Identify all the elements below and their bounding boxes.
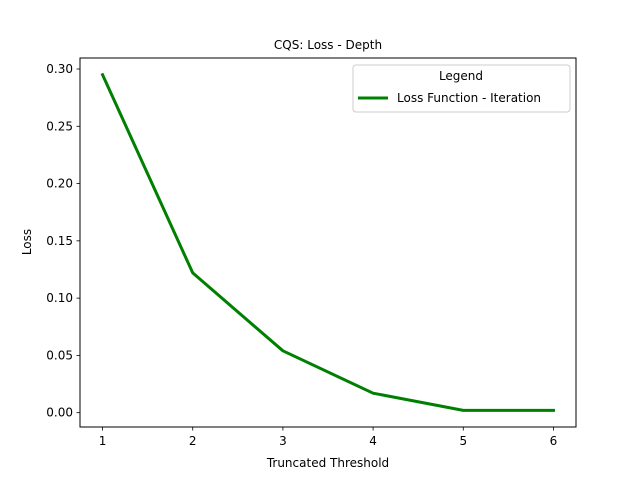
legend: Legend Loss Function - Iteration — [352, 64, 571, 113]
series-line-0 — [100, 72, 555, 412]
x-tick-label: 5 — [459, 434, 467, 448]
y-tick-label: 0.25 — [46, 119, 73, 133]
x-tick-label: 3 — [279, 434, 287, 448]
y-tick-label: 0.00 — [46, 406, 73, 420]
y-tick-label: 0.05 — [46, 348, 73, 362]
series-layer — [100, 72, 555, 412]
y-tick-label: 0.30 — [46, 62, 73, 76]
plot-frame — [79, 57, 577, 428]
y-tick-label: 0.15 — [46, 234, 73, 248]
x-tick-label: 2 — [189, 434, 197, 448]
x-tick-label: 1 — [99, 434, 107, 448]
legend-title: Legend — [439, 69, 483, 83]
legend-entry-loss: Loss Function - Iteration — [397, 91, 541, 105]
x-axis-label: Truncated Threshold — [266, 456, 389, 470]
x-tick-label: 4 — [369, 434, 377, 448]
y-tick-label: 0.20 — [46, 177, 73, 191]
y-axis-ticks: 0.00 0.05 0.10 0.15 0.20 0.25 0.30 — [46, 62, 80, 420]
y-axis-label: Loss — [20, 229, 34, 255]
x-tick-label: 6 — [550, 434, 558, 448]
y-tick-label: 0.10 — [46, 291, 73, 305]
chart-title: CQS: Loss - Depth — [274, 38, 382, 52]
x-axis-ticks: 1 2 3 4 5 6 — [99, 427, 558, 448]
legend-box — [352, 64, 571, 113]
